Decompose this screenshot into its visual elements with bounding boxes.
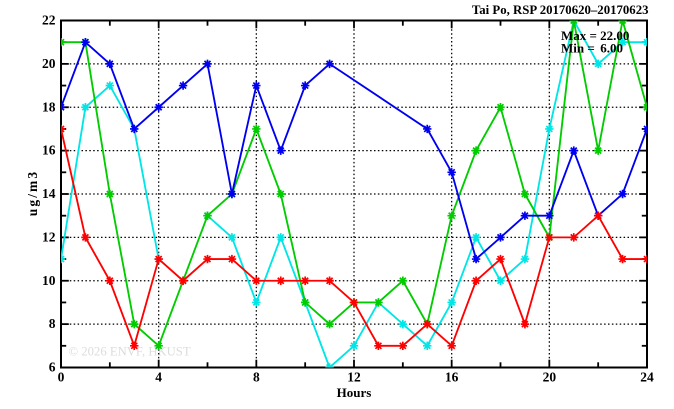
svg-text:20: 20	[42, 56, 56, 71]
svg-text:14: 14	[42, 186, 56, 201]
svg-text:© 2026 ENVF, HKUST: © 2026 ENVF, HKUST	[69, 345, 191, 359]
svg-text:16: 16	[42, 143, 56, 158]
svg-text:18: 18	[42, 99, 56, 114]
svg-text:Min =: Min =	[561, 41, 595, 56]
svg-text:20: 20	[543, 369, 557, 384]
svg-text:8: 8	[253, 369, 260, 384]
svg-text:12: 12	[42, 229, 56, 244]
svg-text:Hours: Hours	[337, 385, 372, 400]
svg-text:4: 4	[155, 369, 162, 384]
svg-text:Max = 22.00: Max = 22.00	[561, 28, 629, 43]
svg-text:ug/m3: ug/m3	[25, 170, 40, 217]
svg-text:24: 24	[640, 369, 654, 384]
svg-text:8: 8	[49, 316, 56, 331]
svg-text:Tai Po, RSP 20170620–20170623: Tai Po, RSP 20170620–20170623	[472, 3, 649, 17]
svg-text:10: 10	[42, 273, 56, 288]
svg-text:6: 6	[49, 360, 56, 375]
svg-text:22: 22	[42, 13, 56, 28]
svg-text:12: 12	[347, 369, 361, 384]
svg-text:6.00: 6.00	[600, 41, 623, 56]
svg-text:16: 16	[445, 369, 459, 384]
svg-text:0: 0	[58, 369, 65, 384]
